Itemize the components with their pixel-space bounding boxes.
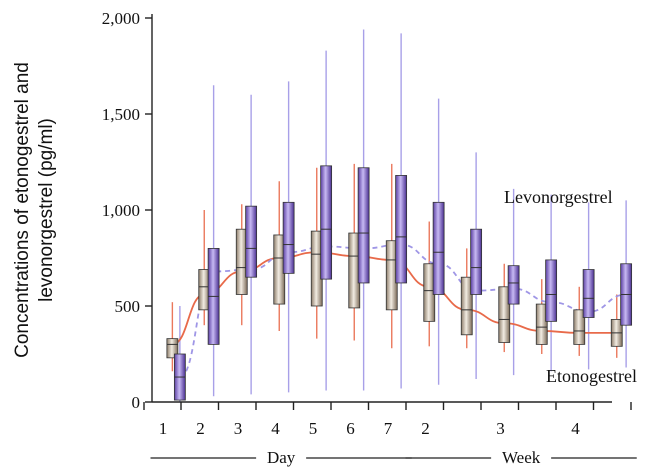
- x-tick-label: 6: [346, 419, 355, 438]
- levonorgestrel-box: [395, 175, 408, 284]
- plot-area: Levonorgestrel Etonogestrel: [166, 29, 637, 402]
- etonogestrel-box: [460, 276, 473, 336]
- levonorgestrel-box: [357, 167, 370, 284]
- levonorgestrel-box: [470, 228, 483, 295]
- y-tick-label: 2,000: [102, 9, 140, 28]
- levonorgestrel-box: [545, 259, 558, 322]
- x-tick-label: 4: [271, 419, 280, 438]
- y-axis-title-line-1: Concentrations of etonogestrel and: [12, 62, 33, 358]
- etonogestrel-box: [498, 286, 511, 343]
- etonogestrel-series-label: Etonogestrel: [546, 366, 637, 386]
- etonogestrel-box: [535, 303, 548, 345]
- x-tick-label: 4: [571, 419, 580, 438]
- x-tick-label: 7: [384, 419, 393, 438]
- x-tick-label: 1: [159, 419, 168, 438]
- etonogestrel-box: [573, 309, 586, 345]
- y-tick-label: 500: [115, 297, 141, 316]
- etonogestrel-box: [166, 338, 179, 359]
- x-tick-label: 2: [421, 419, 430, 438]
- levonorgestrel-series-label: Levonorgestrel: [504, 187, 613, 207]
- levonorgestrel-box: [320, 165, 333, 280]
- levonorgestrel-box: [282, 201, 295, 274]
- x-tick-label: 5: [309, 419, 318, 438]
- levonorgestrel-box: [507, 265, 520, 305]
- group-label: Day: [267, 448, 296, 467]
- x-tick-label: 3: [496, 419, 505, 438]
- y-tick-label: 1,500: [102, 105, 140, 124]
- x-tick-label: 3: [234, 419, 243, 438]
- axes: 0 500 1,000 1,500 2,000 1 2 3 4 5 6 7 2 3 4 Day Week: [102, 9, 637, 467]
- levonorgestrel-box: [245, 205, 258, 278]
- group-label: Week: [502, 448, 541, 467]
- y-axis-title-line-2: levonorgestrel (pg/ml): [36, 118, 57, 302]
- y-tick-label: 0: [132, 393, 141, 412]
- x-tick-label: 2: [196, 419, 205, 438]
- y-axis-title: Concentrations of etonogestrel and levon…: [12, 62, 57, 358]
- levonorgestrel-box: [582, 269, 595, 318]
- levonorgestrel-box: [432, 201, 445, 295]
- y-tick-label: 1,000: [102, 201, 140, 220]
